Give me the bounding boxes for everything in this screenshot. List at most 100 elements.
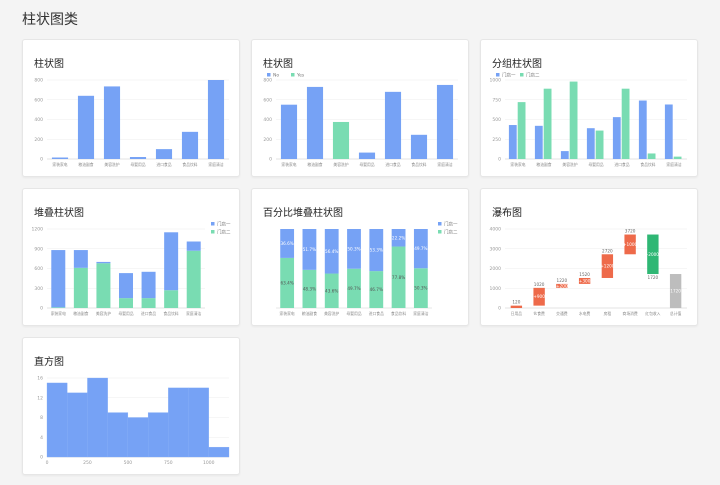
y-tick-label: 1000 [490,78,502,84]
data-label: 3720 [625,229,636,234]
x-tick-label: 交通费 [556,311,568,316]
x-tick-label: 商场消费 [623,311,638,316]
y-tick-label: 750 [492,97,501,103]
data-label: 1220 [557,278,568,283]
x-tick-label: 家庭清洁 [186,311,201,316]
legend-label: 门店一 [502,72,516,79]
x-tick-label: 家装家电 [280,311,295,316]
y-tick-label: 600 [263,97,272,103]
x-tick-label: 粮油副食 [536,162,551,167]
bar-segment [391,246,406,308]
legend-label: 门店一 [217,221,231,228]
x-tick-label: 日用品 [511,311,523,316]
legend-swatch [438,230,442,234]
x-tick-label: 家装家电 [510,162,525,167]
data-label: +200 [556,283,568,288]
bar [586,128,595,159]
bar [332,121,350,159]
waterfall-chart: 0 1000 2000 3000 4000 日用品 伙食费 交通费 水电费 房租 商场消费 红包收入 总… [490,227,687,316]
bar-segment [141,298,156,308]
x-tick-label: 粮油副食 [307,162,322,167]
data-label: 63.4% [280,280,293,285]
grouped-bar-chart-card: 分组柱状图 门店一 门店二 0 250 500 750 1000 家装家电 粮油副食 美容洗护 母婴… [480,39,698,177]
x-tick-label: 家庭清洁 [413,311,428,316]
legend-swatch [291,73,295,77]
legend-swatch [438,222,442,226]
y-tick-label: 4 [40,435,43,441]
x-tick-label: 粮油副食 [78,162,93,167]
x-tick-label: 食品饮料 [640,162,655,167]
y-tick-label: 0 [40,157,43,163]
histogram-bin [46,382,68,458]
bar [207,80,225,159]
y-tick-label: 2000 [490,266,502,272]
histogram-bin [147,412,169,458]
bar [534,125,543,159]
x-tick-label: 房租 [604,311,612,316]
y-tick-label: 16 [37,376,43,382]
legend-swatch [211,230,215,234]
waterfall-bar [647,234,659,275]
legend-label: Yes [296,73,305,79]
bar [543,88,552,159]
data-label: 49.7% [347,286,360,291]
y-tick-label: 0 [40,455,43,461]
bar [508,125,517,159]
x-tick-label: 粮油副食 [302,311,317,316]
bar [103,86,121,159]
data-label: 53.3% [370,248,383,253]
x-tick-label: 食品饮料 [391,311,406,316]
y-tick-label: 800 [263,78,272,84]
chart-title: 瀑布图 [492,208,522,219]
legend-swatch [211,222,215,226]
waterfall-chart-card: 瀑布图 0 1000 2000 3000 4000 日用品 伙食费 交通费 水电费 房租 商场消费 红… [480,188,698,326]
bar [306,86,324,159]
x-tick-label: 母婴用品 [130,162,145,167]
y-tick-label: 1200 [32,227,44,233]
bar-segment [347,268,361,308]
data-label: 50.3% [347,246,360,251]
bar-segment [280,229,295,258]
y-tick-label: 0 [269,157,272,163]
bar-segment [96,261,111,264]
histogram-bin [67,392,88,458]
y-tick-label: 800 [34,78,43,84]
bar [664,104,673,159]
bar [647,153,656,159]
x-tick-label: 家庭清洁 [666,162,681,167]
bar-chart: 0 200 400 600 800 家装家电 粮油副食 美容洗护 母婴用品 进口食品 食品饮料 家庭清… [34,78,229,167]
bar [181,131,199,159]
x-tick-label: 250 [83,460,92,466]
bar-chart-legend-card: 柱状图 No Yes 0 200 400 600 800 家装家电 粮油副食 美容洗护 母婴用品 进口… [251,39,469,177]
data-label: +900 [533,294,545,299]
waterfall-bar [669,274,682,308]
bar [280,104,298,159]
data-label: +1000 [623,242,638,247]
y-tick-label: 600 [34,97,43,103]
x-tick-label: 美容洗护 [96,311,111,316]
x-tick-label: 母婴用品 [588,162,603,167]
data-label: 1720 [648,275,659,280]
x-tick-label: 家庭清洁 [208,162,223,167]
y-tick-label: 4000 [490,227,502,233]
bar-segment [186,250,201,308]
histogram-card: 直方图 0 4 8 12 16 0 250 500 750 1000 [22,337,240,475]
x-tick-label: 母婴用品 [346,311,361,316]
bar-segment [73,267,88,308]
x-tick-label: 美容洗护 [562,162,577,167]
y-tick-label: 200 [263,137,272,143]
data-label: 56.4% [325,249,338,254]
x-tick-label: 粮油副食 [73,311,88,316]
bar [612,117,621,159]
bar [595,130,604,159]
legend-label: 门店一 [444,221,458,228]
x-tick-label: 母婴用品 [118,311,133,316]
bar-segment [391,229,406,247]
x-tick-label: 美容洗护 [104,162,119,167]
data-label: 49.7% [414,246,427,251]
x-tick-label: 伙食费 [533,311,545,316]
bar [358,152,376,159]
bar [51,157,69,159]
bar [673,156,682,159]
